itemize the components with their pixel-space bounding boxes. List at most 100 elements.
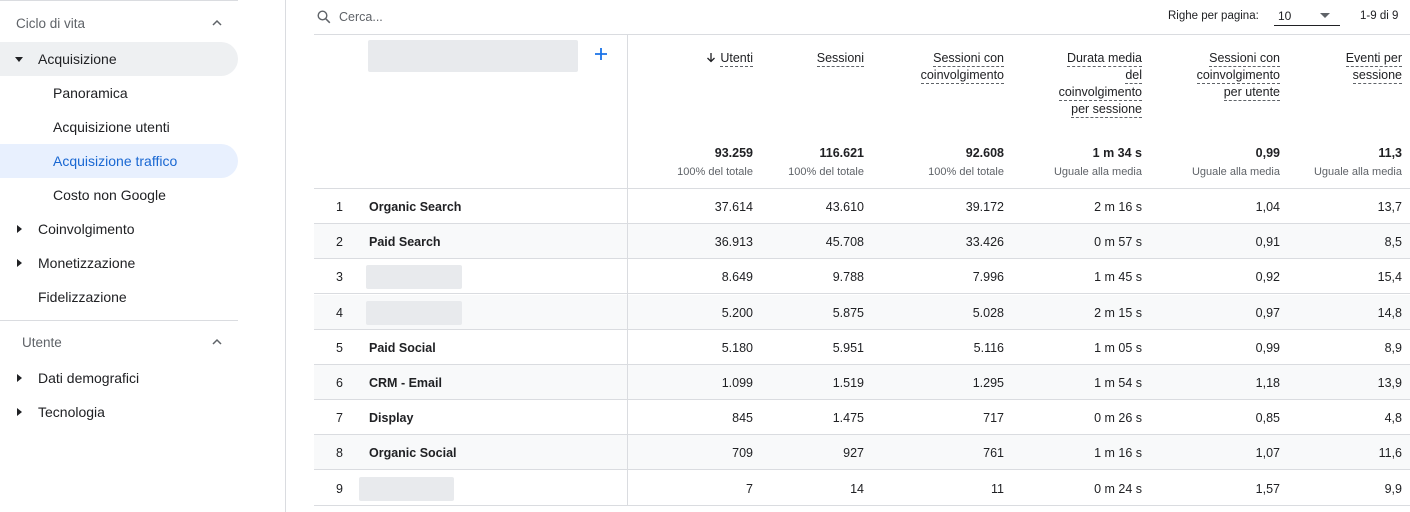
column-total-engaged: 92.608 (965, 146, 1004, 160)
add-dimension-plus-icon[interactable] (592, 45, 610, 63)
row-channel-label: Paid Social (369, 340, 436, 355)
redacted-label (359, 476, 454, 501)
sidebar-divider (0, 320, 238, 321)
header-bottom-border (314, 188, 1410, 189)
sidebar-item-technology[interactable]: Tecnologia (0, 395, 238, 429)
cell-engaged_per_user: 1,07 (1255, 446, 1280, 461)
sidebar-item-demographics[interactable]: Dati demografici (0, 361, 238, 395)
cell-events: 4,8 (1384, 411, 1402, 426)
table-row[interactable]: 7 Display 845 1.475 717 0 m 26 s 0,85 4,8 (314, 400, 1410, 436)
cell-sessions: 14 (850, 481, 864, 496)
column-header-duration[interactable]: Durata media del coinvolgimento per session… (1058, 50, 1142, 118)
table-row[interactable]: 3 8.649 9.788 7.996 1 m 45 s 0,92 15,4 (314, 259, 1410, 295)
sidebar-item-user-acquisition[interactable]: Acquisizione utenti (0, 110, 238, 144)
row-index: 7 (336, 411, 343, 426)
column-header-text: Sessioni (816, 51, 864, 67)
column-header-text: sessione (1352, 68, 1402, 84)
row-index: 3 (336, 270, 343, 285)
cell-engaged: 5.028 (972, 305, 1004, 320)
table-row[interactable]: 9 7 14 11 0 m 24 s 1,57 9,9 (314, 471, 1410, 506)
row-border (314, 469, 1410, 471)
column-header-engaged[interactable]: Sessioni con coinvolgimento (920, 50, 1004, 84)
column-header-text: per sessione (1071, 102, 1142, 118)
row-index: 8 (336, 446, 343, 461)
row-border (314, 399, 1410, 400)
cell-duration: 0 m 24 s (1094, 481, 1142, 496)
chevron-up-icon (212, 338, 222, 345)
report-main: Righe per pagina: 10 1-9 di 9 Utenti 93.2… (314, 0, 1410, 512)
sidebar-item-label: Fidelizzazione (38, 289, 127, 305)
sidebar-item-label: Costo non Google (53, 187, 166, 203)
cell-engaged_per_user: 0,92 (1255, 270, 1280, 285)
cell-duration: 1 m 45 s (1094, 270, 1142, 285)
column-total-caption-duration: Uguale alla media (1053, 166, 1142, 178)
cell-engaged: 761 (983, 446, 1004, 461)
column-header-events[interactable]: Eventi per sessione (1345, 50, 1402, 84)
cell-engaged_per_user: 1,18 (1255, 376, 1280, 390)
caret-right-icon (17, 259, 22, 267)
row-border (314, 328, 1410, 330)
sidebar-item-traffic-acquisition[interactable]: Acquisizione traffico (0, 144, 238, 178)
cell-users: 1.099 (721, 376, 753, 390)
cell-engaged: 33.426 (965, 235, 1004, 250)
table-row[interactable]: 6 CRM - Email 1.099 1.519 1.295 1 m 54 s 1,18 1… (314, 365, 1410, 400)
sidebar-item-non-google-cost[interactable]: Costo non Google (0, 178, 238, 212)
caret-right-icon (17, 225, 22, 233)
sidebar-item-label: Acquisizione traffico (53, 153, 178, 169)
cell-duration: 0 m 26 s (1094, 411, 1142, 426)
cell-events: 13,7 (1377, 200, 1402, 214)
cell-duration: 1 m 05 s (1094, 340, 1142, 355)
cell-users: 5.180 (721, 340, 753, 355)
cell-users: 36.913 (714, 235, 753, 250)
sidebar-item-acquisition[interactable]: Acquisizione (0, 42, 238, 76)
column-header-text: Sessioni con (1209, 51, 1280, 67)
sidebar-item-overview[interactable]: Panoramica (0, 76, 238, 110)
column-total-caption-events: Uguale alla media (1313, 166, 1402, 178)
row-index: 5 (336, 340, 343, 355)
table-row[interactable]: 5 Paid Social 5.180 5.951 5.116 1 m 05 s 0,99 8… (314, 330, 1410, 365)
sidebar-item-label: Acquisizione (38, 51, 117, 67)
section-user[interactable]: Utente (0, 325, 238, 359)
sidebar-item-engagement[interactable]: Coinvolgimento (0, 212, 238, 246)
table-row[interactable]: 1 Organic Search 37.614 43.610 39.172 2 m 16 … (314, 189, 1410, 224)
table-row[interactable]: 8 Organic Social 709 927 761 1 m 16 s 1,07 11,6 (314, 435, 1410, 471)
rows-per-page-select[interactable]: 10 (1274, 4, 1340, 26)
row-border (314, 258, 1410, 260)
column-header-text: coinvolgimento (1058, 85, 1142, 101)
sidebar-item-retention[interactable]: Fidelizzazione (0, 280, 238, 314)
column-header-text: coinvolgimento (920, 68, 1004, 84)
cell-users: 845 (732, 411, 753, 426)
cell-users: 37.614 (714, 200, 753, 214)
search-icon (317, 10, 331, 24)
table-row[interactable]: 4 5.200 5.875 5.028 2 m 15 s 0,97 14,8 (314, 294, 1410, 330)
chevron-up-icon (212, 19, 222, 26)
column-header-sessions[interactable]: Sessioni (816, 50, 864, 67)
cell-events: 14,8 (1377, 305, 1402, 320)
cell-users: 709 (732, 446, 753, 461)
sidebar-item-monetization[interactable]: Monetizzazione (0, 246, 238, 280)
column-header-engaged_per_user[interactable]: Sessioni con coinvolgimento per utente (1196, 50, 1280, 101)
table-toolbar: Righe per pagina: 10 1-9 di 9 (314, 0, 1410, 34)
column-header-text: Durata media (1066, 51, 1142, 67)
column-total-caption-engaged: 100% del totale (928, 166, 1004, 178)
section-user-label: Utente (22, 334, 62, 350)
dimension-selector[interactable] (368, 40, 578, 72)
search-input[interactable] (339, 7, 639, 27)
column-header-text: Sessioni con (933, 51, 1004, 67)
cell-sessions: 1.519 (832, 376, 864, 390)
section-lifecycle[interactable]: Ciclo di vita (0, 6, 238, 40)
sidebar-item-label: Monetizzazione (38, 255, 136, 271)
caret-down-icon (15, 57, 23, 62)
cell-engaged_per_user: 0,97 (1255, 305, 1280, 320)
pagination-status: 1-9 di 9 (1360, 10, 1399, 22)
table-top-border (314, 34, 1410, 35)
cell-sessions: 5.875 (832, 305, 864, 320)
cell-engaged: 11 (991, 481, 1004, 496)
table-row[interactable]: 2 Paid Search 36.913 45.708 33.426 0 m 57 s 0,… (314, 224, 1410, 260)
column-header-users[interactable]: Utenti (706, 50, 753, 67)
cell-engaged: 39.172 (965, 200, 1004, 214)
cell-engaged_per_user: 0,91 (1255, 235, 1280, 250)
cell-events: 11,6 (1378, 446, 1402, 461)
row-channel-label: Paid Search (369, 235, 441, 250)
cell-engaged_per_user: 0,99 (1255, 340, 1280, 355)
